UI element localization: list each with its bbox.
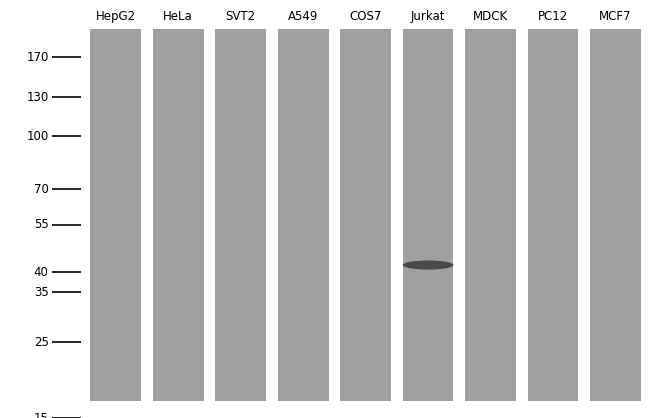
Text: 15: 15	[34, 411, 49, 418]
Ellipse shape	[403, 260, 454, 270]
Bar	[590, 29, 641, 401]
Bar	[278, 29, 328, 401]
Text: A549: A549	[288, 10, 318, 23]
Text: COS7: COS7	[350, 10, 382, 23]
Text: 70: 70	[34, 183, 49, 196]
Bar	[403, 29, 454, 401]
Text: HepG2: HepG2	[96, 10, 136, 23]
Text: 35: 35	[34, 285, 49, 298]
Text: 55: 55	[34, 219, 49, 232]
Text: 40: 40	[34, 266, 49, 279]
Text: PC12: PC12	[538, 10, 568, 23]
Text: 100: 100	[27, 130, 49, 143]
Bar	[340, 29, 391, 401]
Text: Jurkat: Jurkat	[411, 10, 445, 23]
Text: HeLa: HeLa	[163, 10, 193, 23]
Bar	[465, 29, 516, 401]
Bar	[153, 29, 203, 401]
Bar	[528, 29, 578, 401]
Text: 130: 130	[27, 91, 49, 104]
Text: 25: 25	[34, 336, 49, 349]
Bar	[90, 29, 141, 401]
Text: MDCK: MDCK	[473, 10, 508, 23]
Text: MCF7: MCF7	[599, 10, 632, 23]
Bar	[215, 29, 266, 401]
Text: SVT2: SVT2	[226, 10, 255, 23]
Text: 170: 170	[27, 51, 49, 64]
